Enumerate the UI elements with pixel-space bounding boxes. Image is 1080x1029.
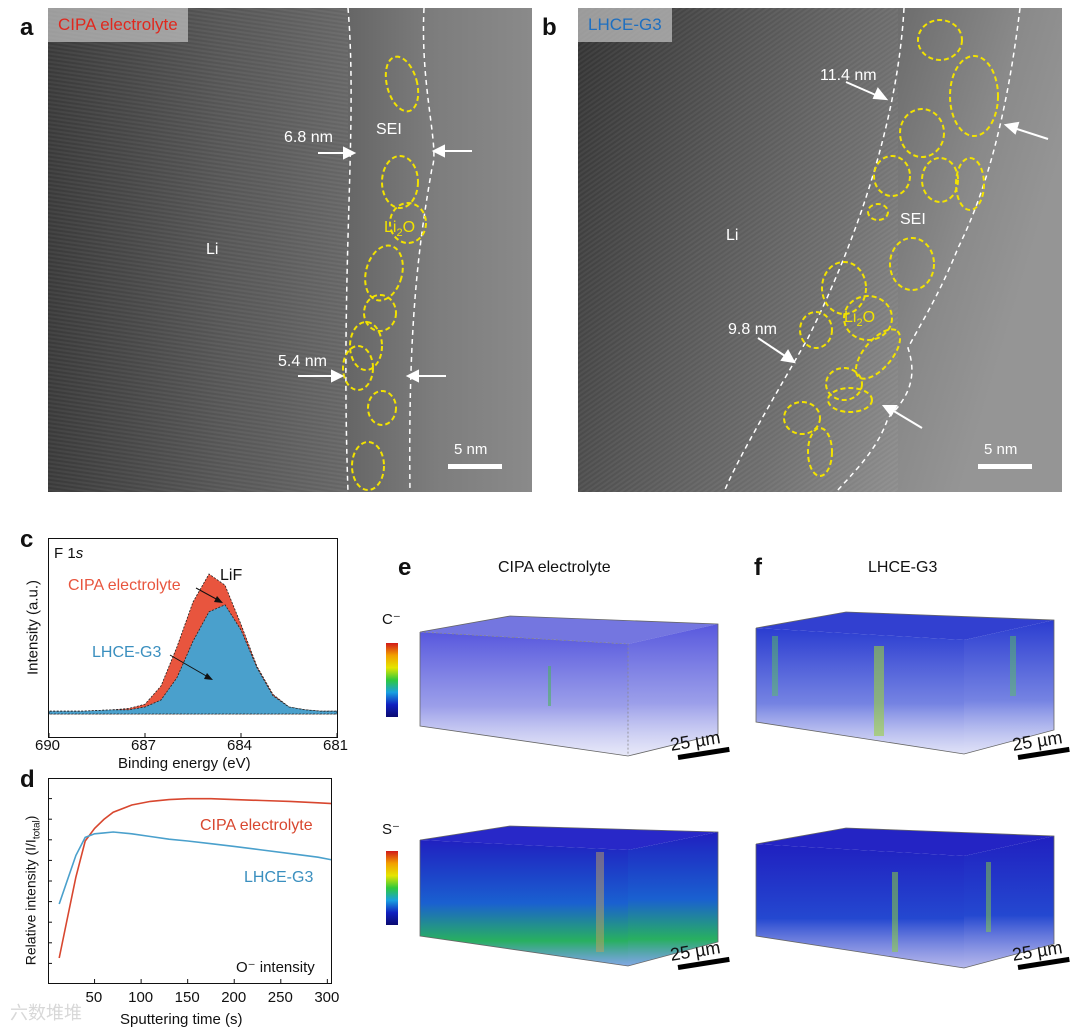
thickness-arrows-b xyxy=(757,81,1049,429)
xps-ylabel: Intensity (a.u.) xyxy=(24,579,42,676)
sei-label-a: SEI xyxy=(376,121,402,138)
thickness-bottom-b: 9.8 nm xyxy=(728,321,777,338)
scale-label-b: 5 nm xyxy=(984,441,1018,458)
depth-series-label-lhce: LHCE-G3 xyxy=(244,869,314,886)
depth-tick-label: 50 xyxy=(85,989,103,1006)
li-label-a: Li xyxy=(206,241,219,258)
panel-c-label: c xyxy=(20,526,34,553)
depth-tick-label: 150 xyxy=(174,989,200,1006)
xps-series-label-cipa: CIPA electrolyte xyxy=(68,577,181,594)
li2o-label-a: Li2O xyxy=(384,219,416,240)
xps-area-lhce xyxy=(48,604,338,715)
colorbar-s xyxy=(386,851,398,925)
tem-b-background xyxy=(578,8,1062,492)
scale-bar-a xyxy=(448,464,502,469)
xps-tick-label: 690 xyxy=(35,737,61,754)
depth-profile-chart xyxy=(48,778,332,984)
depth-tick-label: 200 xyxy=(221,989,247,1006)
xps-lif-label: LiF xyxy=(220,567,243,584)
panel-a-tem-image: CIPA electrolyte Li SEI Li2O 6.8 nm 5.4 … xyxy=(48,8,532,492)
xps-tick-label: 681 xyxy=(323,737,349,754)
panel-a-label: a xyxy=(20,14,34,41)
colorbar-c xyxy=(386,643,398,717)
tof-s-lhce xyxy=(755,827,1055,969)
tag-lhce-g3: LHCE-G3 xyxy=(578,8,672,42)
xps-title: F 1s xyxy=(54,545,84,562)
depth-annotation: O⁻ intensity xyxy=(236,959,315,976)
ion-label-c: C⁻ xyxy=(382,611,401,628)
panel-b-label: b xyxy=(542,14,557,41)
panel-f-label: f xyxy=(754,554,762,581)
depth-xlabel: Sputtering time (s) xyxy=(120,1011,243,1028)
depth-tick-label: 100 xyxy=(128,989,154,1006)
sei-grains-b xyxy=(783,19,999,477)
xps-f1s-chart xyxy=(48,538,338,738)
depth-tick-label: 300 xyxy=(314,989,340,1006)
xps-tick-label: 687 xyxy=(131,737,157,754)
thickness-top-a: 6.8 nm xyxy=(284,129,333,146)
li2o-label-b: Li2O xyxy=(844,309,876,330)
tag-cipa-electrolyte: CIPA electrolyte xyxy=(48,8,188,42)
thickness-top-b: 11.4 nm xyxy=(820,67,877,84)
scale-label-a: 5 nm xyxy=(454,441,488,458)
panel-e-label: e xyxy=(398,554,412,581)
tof-c-lhce xyxy=(755,611,1055,755)
scale-bar-b xyxy=(978,464,1032,469)
depth-series-label-cipa: CIPA electrolyte xyxy=(200,817,313,834)
xps-label-arrows xyxy=(169,587,223,680)
sei-grains-a xyxy=(342,55,427,491)
depth-ylabel: Relative intensity (I/Itotal) xyxy=(22,815,43,966)
xps-xlabel: Binding energy (eV) xyxy=(118,755,251,772)
depth-line-cipa xyxy=(58,797,332,959)
thickness-arrows-a xyxy=(298,144,472,383)
tof-s-cipa xyxy=(419,825,719,967)
thickness-bottom-a: 5.4 nm xyxy=(278,353,327,370)
xps-tick-label: 684 xyxy=(227,737,253,754)
tof-c-cipa xyxy=(419,615,719,757)
depth-tick-label: 250 xyxy=(267,989,293,1006)
watermark: 六数堆堆 xyxy=(10,1003,82,1023)
xps-series-label-lhce: LHCE-G3 xyxy=(92,644,162,661)
xps-frame xyxy=(48,538,338,738)
tem-a-background xyxy=(48,8,532,492)
panel-f-title: LHCE-G3 xyxy=(868,559,938,576)
li-label-b: Li xyxy=(726,227,739,244)
sei-label-b: SEI xyxy=(900,211,926,228)
panel-d-label: d xyxy=(20,766,35,793)
panel-e-title: CIPA electrolyte xyxy=(498,559,611,576)
panel-b-tem-image: LHCE-G3 Li SEI Li2O 11.4 nm 9.8 nm 5 nm xyxy=(578,8,1062,492)
ion-label-s: S⁻ xyxy=(382,821,400,838)
depth-line-lhce xyxy=(58,831,332,905)
